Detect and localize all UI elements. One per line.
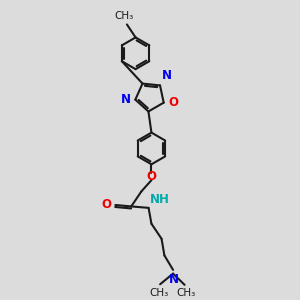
Text: N: N — [169, 273, 178, 286]
Text: NH: NH — [150, 194, 170, 206]
Text: N: N — [120, 93, 130, 106]
Text: O: O — [146, 170, 156, 183]
Text: CH₃: CH₃ — [114, 11, 134, 21]
Text: CH₃: CH₃ — [149, 288, 168, 298]
Text: O: O — [101, 199, 111, 212]
Text: CH₃: CH₃ — [176, 288, 196, 298]
Text: O: O — [169, 96, 178, 109]
Text: N: N — [162, 69, 172, 82]
